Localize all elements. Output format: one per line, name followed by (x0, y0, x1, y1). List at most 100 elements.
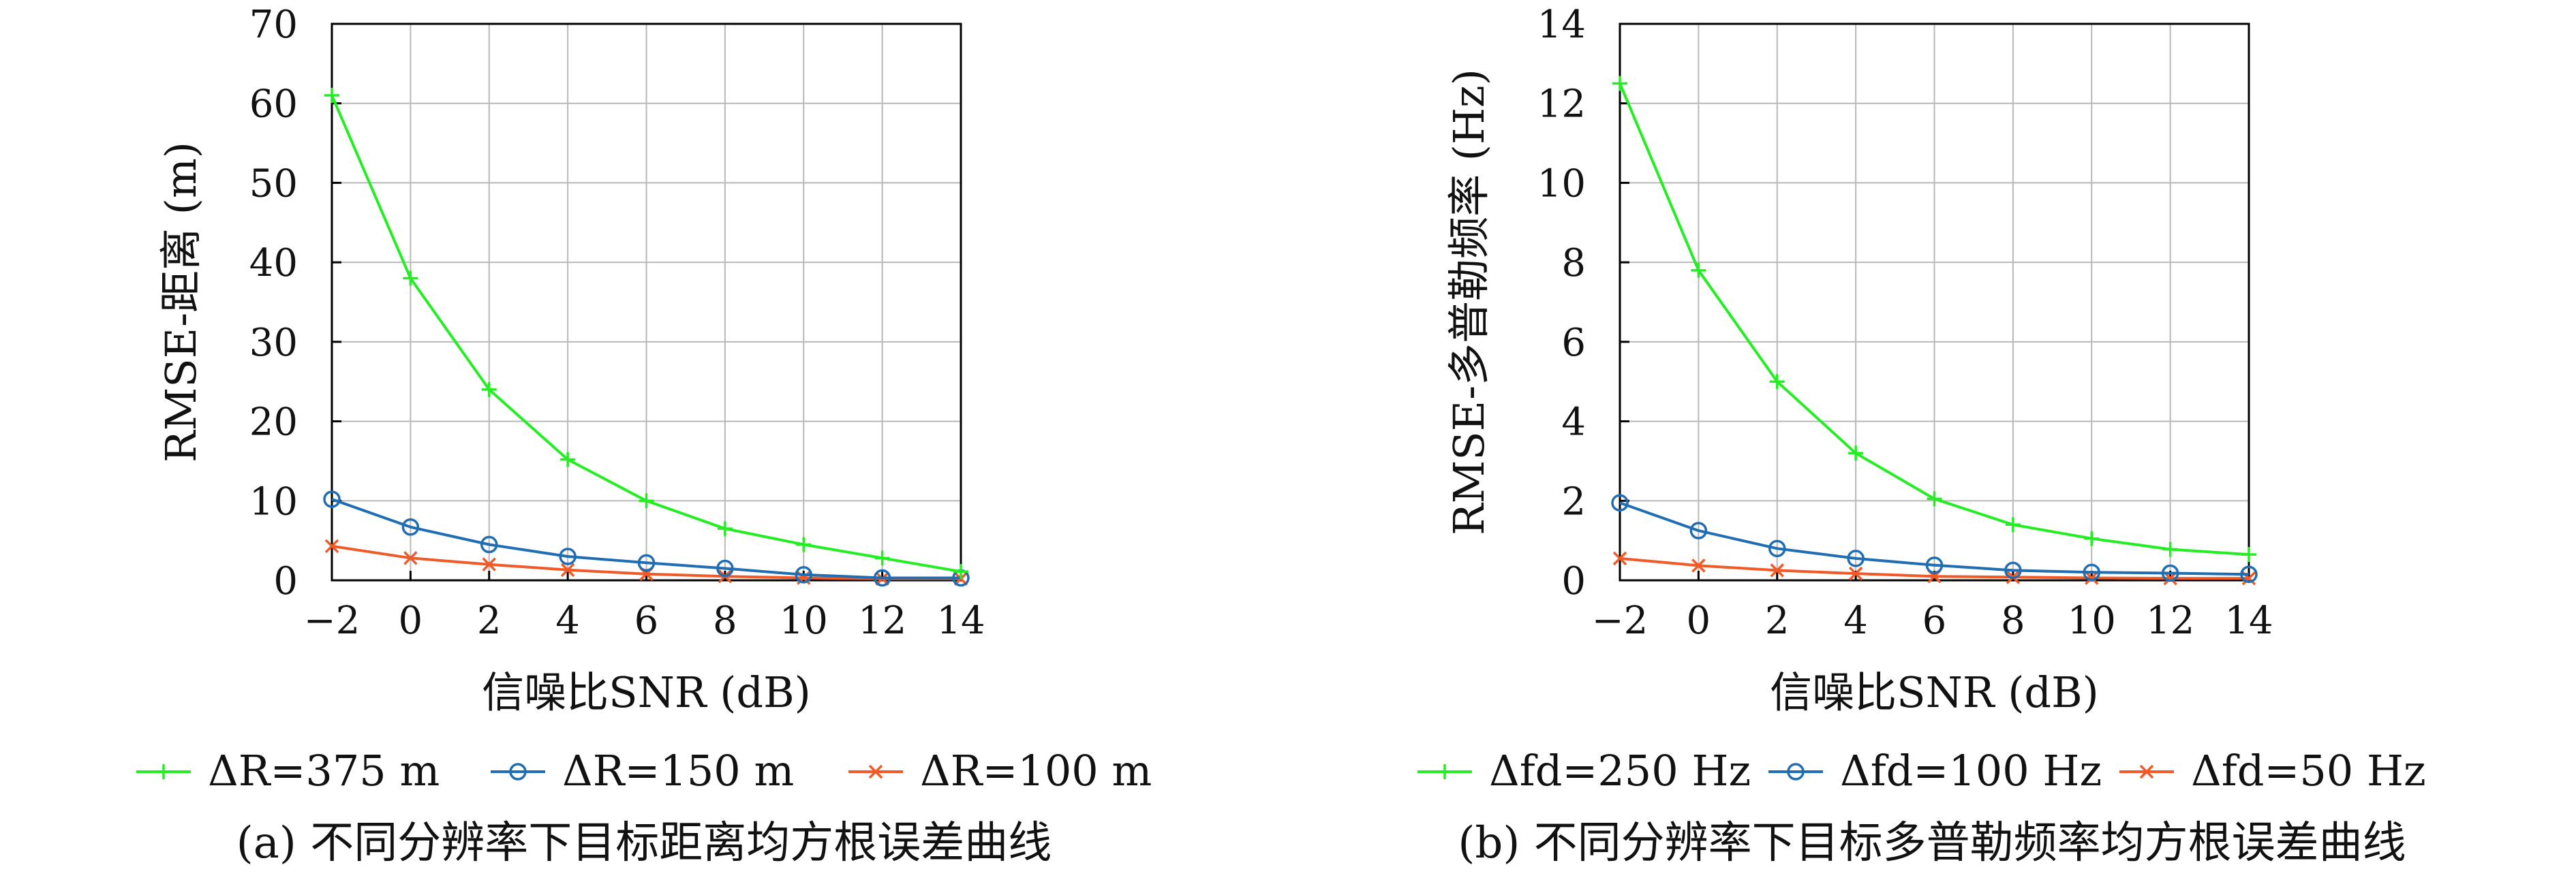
legend-label: ΔR=150 m (562, 746, 794, 796)
x-tick-label: 10 (780, 599, 828, 643)
legend-item: Δfd=250 Hz (1417, 746, 1751, 796)
x-tick-label: 8 (713, 599, 737, 643)
x-tick-label: 2 (1765, 599, 1790, 643)
data-point-plus (2241, 547, 2256, 563)
data-point-plus (156, 764, 171, 779)
data-point-circle (637, 554, 656, 572)
series-3 (1612, 551, 2256, 586)
x-tick-label: 10 (2068, 599, 2116, 643)
data-point-plus (1848, 445, 1864, 461)
data-point-x (403, 551, 418, 565)
data-point-x (482, 557, 496, 571)
x-tick-label: 6 (634, 599, 659, 643)
y-tick-label: 8 (1561, 241, 1586, 285)
data-point-plus (796, 537, 812, 552)
data-point-plus (1927, 491, 1942, 507)
series-line (331, 498, 961, 580)
data-point-circle (2083, 563, 2100, 582)
data-point-plus (1437, 764, 1452, 779)
data-point-plus (560, 452, 576, 467)
data-point-circle (716, 559, 734, 578)
series-2 (323, 490, 970, 587)
legend-item: ΔR=100 m (848, 746, 1152, 796)
y-tick-label: 14 (1537, 3, 1586, 47)
x-tick-label: 0 (399, 599, 423, 643)
x-tick-label: 14 (936, 599, 985, 643)
y-tick-label: 60 (249, 82, 298, 127)
y-tick-label: 2 (1561, 480, 1586, 524)
data-point-circle (1611, 494, 1629, 512)
data-point-circle (1689, 522, 1708, 539)
data-point-plus (403, 270, 418, 286)
x-tick-label: 6 (1922, 599, 1947, 643)
data-point-circle (795, 566, 812, 584)
data-point-circle (873, 569, 891, 587)
data-point-plus (717, 521, 733, 537)
x-axis-label: 信噪比SNR (dB) (482, 667, 811, 717)
legend-label: ΔR=375 m (208, 746, 440, 796)
data-point-x (560, 563, 575, 578)
data-point-circle (480, 535, 498, 554)
data-point-plus (953, 564, 968, 580)
series-1 (1612, 76, 2256, 563)
x-tick-label: −2 (304, 599, 361, 643)
data-point-circle (1787, 763, 1805, 781)
y-axis-label: RMSE-距离 (m) (156, 142, 206, 462)
data-point-plus (2162, 541, 2178, 557)
data-point-plus (1612, 76, 1627, 91)
data-point-plus (481, 381, 497, 397)
data-point-plus (1691, 262, 1706, 278)
data-point-x (2085, 571, 2099, 585)
data-point-circle (323, 490, 341, 508)
legend-label: Δfd=250 Hz (1489, 746, 1751, 796)
data-point-circle (559, 548, 577, 565)
y-tick-label: 30 (249, 321, 298, 365)
data-point-plus (2005, 517, 2021, 533)
data-point-circle (1768, 539, 1786, 558)
data-point-circle (1925, 556, 1944, 574)
data-point-circle (509, 763, 527, 781)
series-2 (1611, 494, 2258, 583)
chart-b-caption: (b) 不同分辨率下目标多普勒频率均方根误差曲线 (1458, 818, 2406, 868)
y-tick-label: 40 (249, 241, 298, 285)
y-tick-label: 10 (1537, 161, 1586, 206)
data-point-x (868, 764, 883, 779)
data-point-plus (639, 493, 654, 509)
chart-panel-a: −2 0 2 4 6 8 10 12 14 0 10 20 30 40 50 60 70 信噪比SNR (dB) R… (136, 3, 1152, 868)
y-tick-label: 4 (1561, 400, 1586, 445)
data-point-circle (2240, 565, 2258, 583)
x-tick-label: 0 (1687, 599, 1711, 643)
legend-item: ΔR=375 m (136, 746, 440, 796)
data-point-plus (1769, 374, 1785, 390)
y-tick-label: 0 (273, 559, 298, 603)
y-tick-label: 12 (1537, 82, 1586, 127)
y-tick-label: 50 (249, 161, 298, 206)
series-line (1619, 501, 2250, 576)
legend-item: ΔR=150 m (491, 746, 794, 796)
chart-panel-b: −2 0 2 4 6 8 10 12 14 0 2 4 6 8 10 12 14 信噪比SNR (dB) RMSE-… (1288, 0, 2576, 880)
x-tick-label: 4 (1843, 599, 1868, 643)
data-point-circle (401, 518, 420, 536)
y-tick-label: 6 (1561, 321, 1586, 365)
y-tick-label: 0 (1561, 559, 1586, 603)
data-point-x (2139, 764, 2154, 779)
data-point-plus (324, 88, 339, 104)
data-point-plus (2084, 531, 2100, 546)
y-axis-label: RMSE-多普勒频率 (Hz) (1444, 69, 1494, 535)
data-point-circle (2161, 564, 2179, 582)
legend-item: Δfd=100 Hz (1768, 746, 2102, 796)
y-tick-label: 10 (249, 480, 298, 524)
legend-label: ΔR=100 m (920, 746, 1152, 796)
data-point-x (1612, 551, 1627, 566)
chart-a-caption: (a) 不同分辨率下目标距离均方根误差曲线 (236, 818, 1052, 868)
x-tick-label: 14 (2224, 599, 2273, 643)
data-point-circle (1847, 550, 1865, 567)
data-point-circle (2004, 561, 2022, 580)
x-axis-label: 信噪比SNR (dB) (1770, 667, 2099, 717)
legend-item: Δfd=50 Hz (2119, 746, 2426, 796)
data-point-x (324, 539, 339, 554)
legend-label: Δfd=50 Hz (2191, 746, 2426, 796)
y-tick-label: 70 (249, 3, 298, 47)
x-tick-label: 12 (2146, 599, 2194, 643)
